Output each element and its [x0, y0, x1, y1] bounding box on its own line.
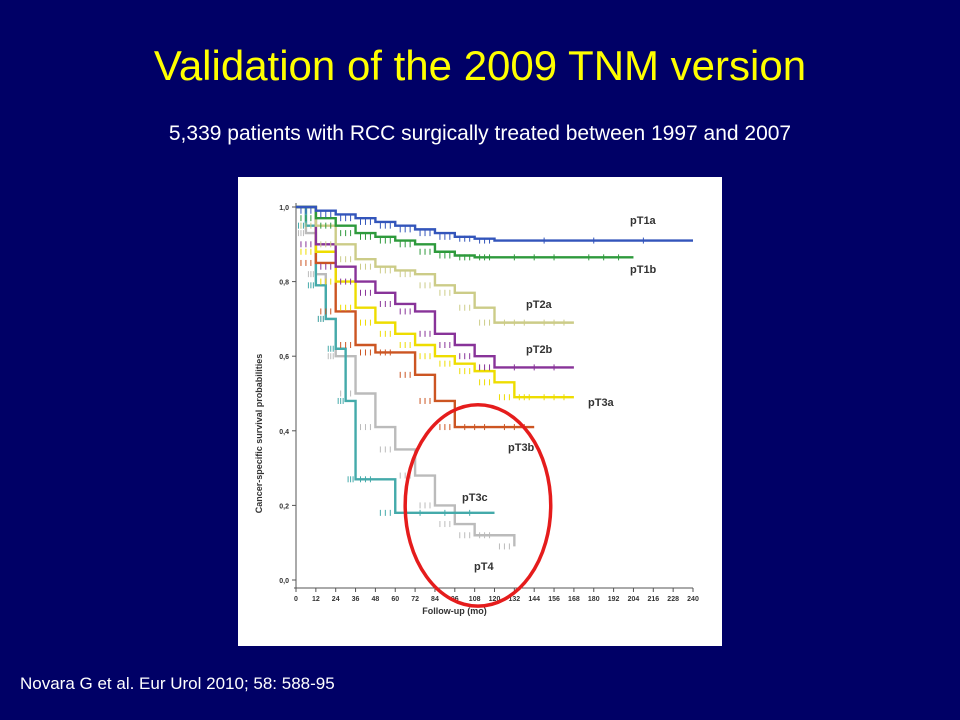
series-label-pT4: pT4 [474, 561, 494, 573]
series-label-pT3a: pT3a [588, 397, 615, 409]
series-label-pT1b: pT1b [630, 264, 657, 276]
series-line-pT2b [296, 205, 574, 369]
y-tick-label: 0,4 [279, 429, 289, 436]
survival-chart: 0,00,20,40,60,81,00 12 24 36 48 60 72 84 96 108 12… [254, 203, 699, 616]
y-tick-label: 1,0 [279, 205, 289, 212]
x-tick-label: 228 [667, 596, 679, 603]
x-tick-label: 48 [372, 596, 380, 603]
y-axis-label: Cancer-specific survival probabilities [254, 354, 264, 514]
x-tick-label: 72 [411, 596, 419, 603]
series-line-pT3a [296, 205, 574, 399]
survival-chart-panel: 0,0 0,2 0,4 0,6 0,8 1,0 0 12 24 36 48 60 72 84 96 108 12… [238, 177, 722, 646]
series-label-pT3b: pT3b [508, 442, 535, 454]
highlight-circle [403, 402, 553, 608]
y-tick-label: 0,8 [279, 280, 289, 287]
x-tick-label: 108 [469, 596, 481, 603]
slide-title: Validation of the 2009 TNM version [153, 42, 807, 89]
x-tick-label: 120 [489, 596, 501, 603]
x-tick-label: 168 [568, 596, 580, 603]
x-tick-label: 0 [294, 596, 298, 603]
x-tick-label: 36 [352, 596, 360, 603]
series-line-pT2a [296, 205, 574, 324]
x-tick-label: 84 [431, 596, 439, 603]
y-tick-label: 0,2 [279, 503, 289, 510]
series-line-pT4 [296, 205, 516, 547]
x-tick-label: 216 [647, 596, 659, 603]
series-line-pT1a [296, 205, 693, 242]
series-label-pT2b: pT2b [526, 344, 553, 356]
series-label-pT3c: pT3c [462, 492, 488, 504]
x-tick-label: 156 [548, 596, 560, 603]
x-tick-label: 132 [509, 596, 521, 603]
series-line-pT3c [296, 205, 495, 515]
y-tick-label: 0,0 [279, 578, 289, 585]
slide-subtitle: 5,339 patients with RCC surgically treat… [168, 122, 792, 145]
x-tick-label: 180 [588, 596, 600, 603]
x-tick-label: 204 [628, 596, 640, 603]
x-tick-label: 240 [687, 596, 699, 603]
x-tick-label: 192 [608, 596, 620, 603]
x-axis-label: Follow-up (mo) [422, 606, 486, 616]
x-tick-label: 60 [391, 596, 399, 603]
series-label-pT1a: pT1a [630, 215, 657, 227]
x-tick-label: 144 [528, 596, 540, 603]
series-line-pT1b [296, 205, 634, 259]
y-tick-label: 0,6 [279, 354, 289, 361]
x-tick-label: 12 [312, 596, 320, 603]
x-tick-label: 24 [332, 596, 340, 603]
series-label-pT2a: pT2a [526, 299, 553, 311]
citation: Novara G et al. Eur Urol 2010; 58: 588-9… [20, 674, 335, 693]
